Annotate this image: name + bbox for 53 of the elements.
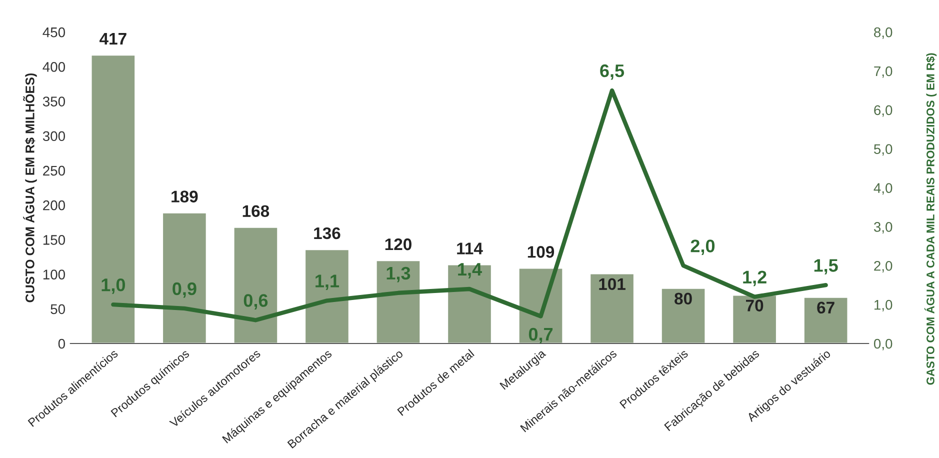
data-label: 101 [599,278,626,290]
data-label: 1,1 [316,274,340,290]
y-tick-label: 150 [43,235,66,245]
y-tick-label: 350 [42,96,66,106]
bar [803,296,849,344]
data-label: 1,2 [743,270,766,286]
y-tick-label: 400 [42,62,66,72]
data-label: 417 [100,33,126,44]
data-label: 6,5 [600,64,624,80]
data-label: 114 [457,242,483,254]
y2-tick-label: 0,0 [874,338,892,350]
bar [162,212,208,344]
y2-axis-title: GASTO COM ÁGUA A CADA MIL REAIS PRODUZIDOS ( EM R$) [924,53,937,385]
y-tick-label: 450 [42,27,66,38]
data-label: 1,0 [102,278,125,294]
y2-tick-label: 5,0 [874,144,892,156]
bar [375,260,422,344]
y-tick-label: 100 [43,270,66,280]
data-label: 1,3 [386,266,410,282]
data-label: 1,5 [814,259,838,274]
data-label: 189 [172,190,198,202]
data-label: 120 [385,238,412,250]
bar [589,272,635,344]
y-tick-label: 300 [42,131,66,142]
y-tick-label: 200 [43,200,66,210]
y2-tick-label: 2,0 [874,260,892,272]
y2-tick-label: 6,0 [874,105,892,117]
data-label: 0,7 [528,328,553,344]
data-label: 136 [314,227,340,240]
bar [304,248,350,344]
y2-tick-label: 4,0 [874,183,892,195]
data-label: 168 [242,205,270,217]
y2-tick-label: 1,0 [874,300,892,312]
y-tick-label: 250 [43,166,66,176]
data-label: 70 [746,300,764,312]
data-label: 80 [674,292,692,305]
bar [90,54,136,344]
data-label: 0,9 [172,282,196,298]
y2-tick-label: 3,0 [874,222,892,234]
bar [446,264,492,344]
bar [732,294,778,344]
bar [232,226,278,344]
y2-tick-label: 8,0 [874,27,892,39]
y-tick-label: 50 [50,304,66,314]
data-label: 2,0 [690,240,715,255]
y2-tick-label: 7,0 [874,66,892,78]
data-label: 109 [528,246,554,258]
data-label: 0,6 [244,294,268,310]
bar [660,287,706,344]
y-tick-label: 0 [58,338,66,349]
y-axis-title: CUSTO COM ÁGUA ( EM R$ MILHÕES) [23,73,37,302]
data-label: 1,4 [458,263,482,278]
data-label: 67 [817,302,834,314]
